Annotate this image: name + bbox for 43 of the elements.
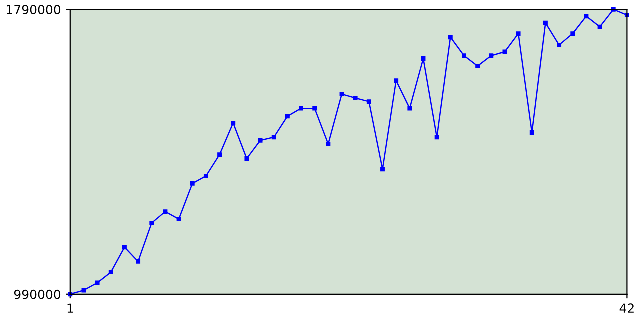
point xyxy=(448,35,453,40)
point xyxy=(557,42,562,48)
point xyxy=(340,92,344,97)
point xyxy=(231,120,236,126)
point xyxy=(394,78,399,84)
point xyxy=(353,96,358,100)
point xyxy=(190,181,195,186)
point xyxy=(163,210,168,214)
point xyxy=(598,24,602,30)
point xyxy=(380,167,385,172)
point xyxy=(122,245,127,250)
point xyxy=(218,152,222,158)
y-tick-label: 1790000 xyxy=(7,5,61,15)
point xyxy=(150,220,154,226)
point xyxy=(570,32,576,36)
point xyxy=(476,64,480,68)
point xyxy=(326,142,331,146)
point xyxy=(108,270,114,275)
point xyxy=(434,135,440,140)
point xyxy=(176,217,182,222)
x-tick-label: 42 xyxy=(620,304,634,313)
point xyxy=(299,106,304,111)
point xyxy=(312,106,318,111)
point xyxy=(421,56,426,61)
point xyxy=(204,174,208,178)
point xyxy=(530,130,534,135)
point xyxy=(258,138,263,143)
point xyxy=(462,54,466,58)
point xyxy=(136,259,141,264)
point xyxy=(543,20,548,26)
point xyxy=(408,106,412,111)
point xyxy=(489,54,494,58)
point xyxy=(584,14,589,19)
point xyxy=(366,100,372,104)
point xyxy=(244,156,250,161)
y-tick-label: 990000 xyxy=(14,290,61,300)
point xyxy=(285,114,290,119)
point xyxy=(82,288,86,293)
point xyxy=(95,280,100,286)
x-tick-label: 1 xyxy=(68,304,74,313)
point xyxy=(516,32,521,36)
point xyxy=(272,135,276,140)
point xyxy=(502,50,508,54)
